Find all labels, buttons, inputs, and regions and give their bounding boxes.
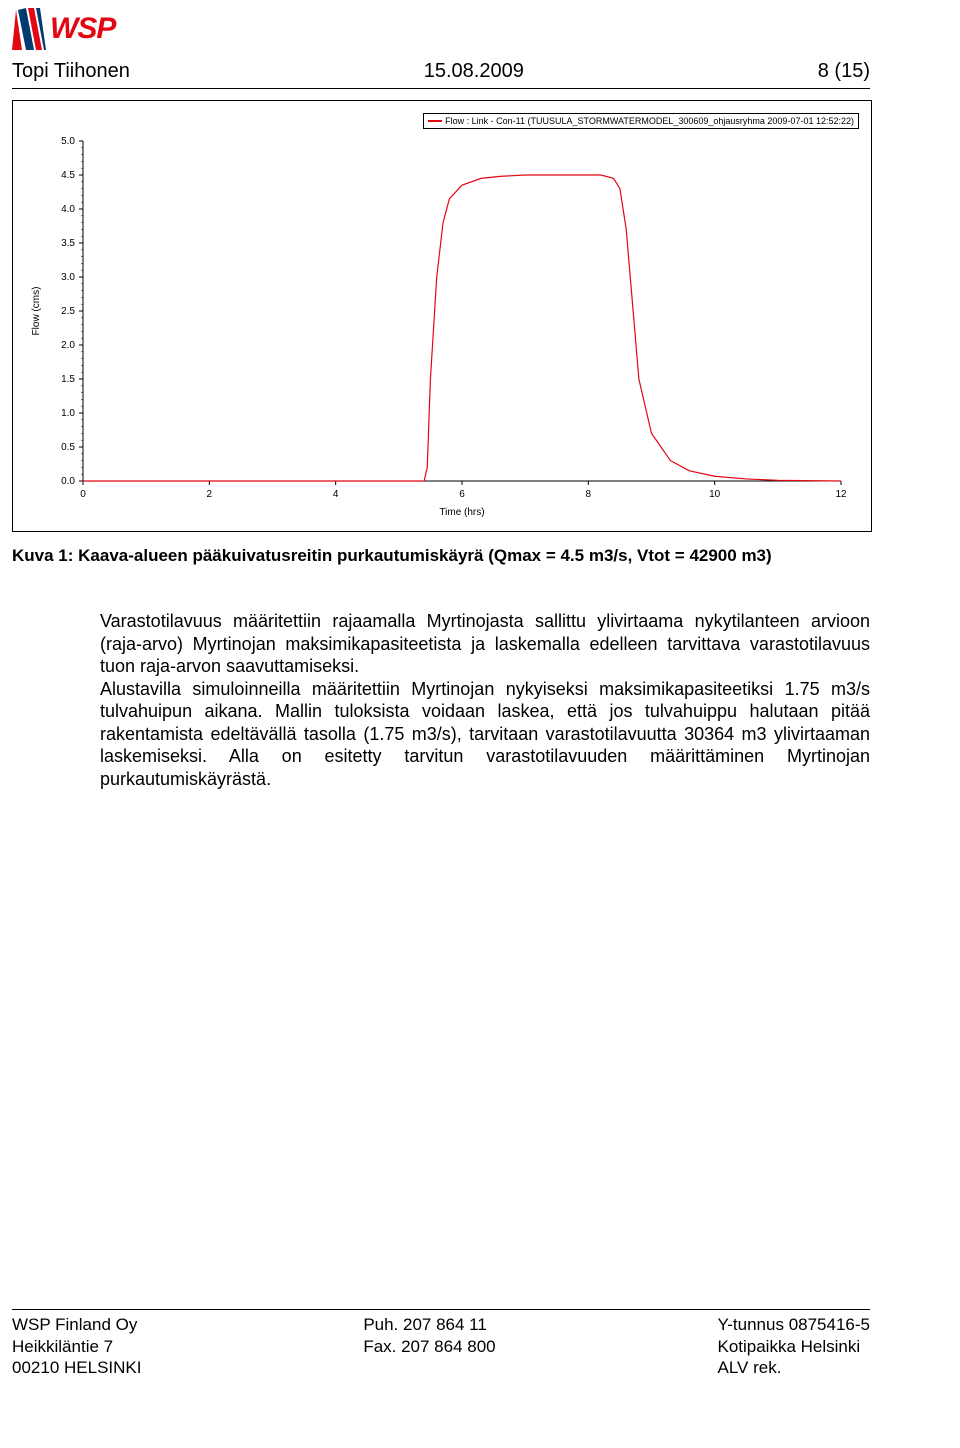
logo-text: WSP bbox=[50, 12, 115, 46]
svg-text:5.0: 5.0 bbox=[61, 136, 75, 147]
footer-col-1: WSP Finland Oy Heikkiläntie 7 00210 HELS… bbox=[12, 1314, 141, 1378]
footer-c3-l3: ALV rek. bbox=[717, 1357, 870, 1378]
legend-swatch bbox=[428, 120, 442, 122]
body-text: Varastotilavuus määritettiin rajaamalla … bbox=[100, 610, 870, 790]
svg-text:10: 10 bbox=[709, 489, 721, 500]
logo-mark-icon bbox=[12, 8, 46, 50]
header-line: Topi Tiihonen 15.08.2009 8 (15) bbox=[0, 60, 960, 83]
footer-col-2: Puh. 207 864 11 Fax. 207 864 800 bbox=[363, 1314, 495, 1378]
footer-col-3: Y-tunnus 0875416-5 Kotipaikka Helsinki A… bbox=[717, 1314, 870, 1378]
chart-frame: Flow : Link - Con-11 (TUUSULA_STORMWATER… bbox=[12, 100, 872, 532]
legend-text: Flow : Link - Con-11 (TUUSULA_STORMWATER… bbox=[445, 116, 854, 126]
svg-text:0.5: 0.5 bbox=[61, 442, 75, 453]
svg-text:Flow (cms): Flow (cms) bbox=[31, 287, 42, 336]
footer-columns: WSP Finland Oy Heikkiläntie 7 00210 HELS… bbox=[12, 1314, 870, 1378]
svg-text:4: 4 bbox=[333, 489, 339, 500]
svg-text:1.5: 1.5 bbox=[61, 374, 75, 385]
svg-text:8: 8 bbox=[586, 489, 592, 500]
page-num: 8 (15) bbox=[818, 60, 870, 83]
chart-svg: 0.0 0.5 1.0 1.5 2.0 2.5 3.0 3.5 4.0 4.5 5.0 0 2 4 6 8 10… bbox=[23, 111, 861, 521]
svg-text:2: 2 bbox=[207, 489, 213, 500]
footer-c2-l2: Fax. 207 864 800 bbox=[363, 1336, 495, 1357]
svg-text:0: 0 bbox=[80, 489, 86, 500]
svg-text:2.0: 2.0 bbox=[61, 340, 75, 351]
chart-legend: Flow : Link - Con-11 (TUUSULA_STORMWATER… bbox=[423, 113, 859, 129]
footer-c1-l2: Heikkiläntie 7 bbox=[12, 1336, 141, 1357]
footer: WSP Finland Oy Heikkiläntie 7 00210 HELS… bbox=[12, 1309, 870, 1378]
paragraph-1: Varastotilavuus määritettiin rajaamalla … bbox=[100, 611, 870, 676]
svg-text:4.5: 4.5 bbox=[61, 170, 75, 181]
svg-text:12: 12 bbox=[835, 489, 847, 500]
header-divider bbox=[12, 88, 870, 89]
svg-text:4.0: 4.0 bbox=[61, 204, 75, 215]
footer-c3-l1: Y-tunnus 0875416-5 bbox=[717, 1314, 870, 1335]
footer-c1-l3: 00210 HELSINKI bbox=[12, 1357, 141, 1378]
chart-area: Flow : Link - Con-11 (TUUSULA_STORMWATER… bbox=[23, 111, 861, 521]
logo: WSP bbox=[12, 8, 115, 50]
page: WSP Topi Tiihonen 15.08.2009 8 (15) Flow… bbox=[0, 0, 960, 1448]
svg-text:2.5: 2.5 bbox=[61, 306, 75, 317]
svg-text:Time (hrs): Time (hrs) bbox=[439, 507, 484, 518]
paragraph-2: Alustavilla simuloinneilla määritettiin … bbox=[100, 679, 870, 789]
figure-caption: Kuva 1: Kaava-alueen pääkuivatusreitin p… bbox=[12, 546, 772, 566]
author: Topi Tiihonen bbox=[12, 60, 130, 83]
svg-text:3.0: 3.0 bbox=[61, 272, 75, 283]
footer-divider bbox=[12, 1309, 870, 1310]
svg-text:1.0: 1.0 bbox=[61, 408, 75, 419]
svg-text:0.0: 0.0 bbox=[61, 476, 75, 487]
footer-c1-l1: WSP Finland Oy bbox=[12, 1314, 141, 1335]
footer-c2-l1: Puh. 207 864 11 bbox=[363, 1314, 495, 1335]
footer-c3-l2: Kotipaikka Helsinki bbox=[717, 1336, 870, 1357]
date: 15.08.2009 bbox=[424, 60, 524, 83]
svg-text:6: 6 bbox=[459, 489, 465, 500]
svg-text:3.5: 3.5 bbox=[61, 238, 75, 249]
